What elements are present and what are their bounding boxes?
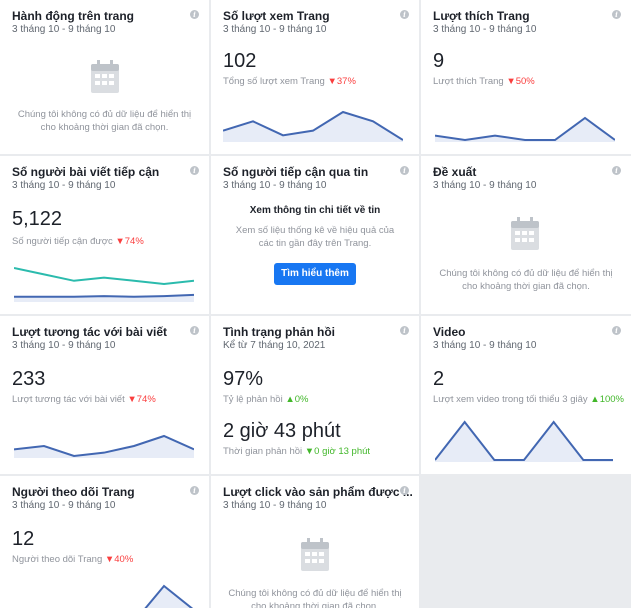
sparkline-area [435,422,613,462]
change-up: ▲100% [590,394,624,405]
sparkline-line [14,293,194,298]
engagement-chart [14,434,194,458]
sparkline-area [145,586,192,608]
card-title: Số lượt xem Trang [223,9,330,23]
metric-label: Lượt tương tác với bài viết ▼74% [12,394,156,405]
card-title: Hành động trên trang [12,9,134,23]
change-down: ▼74% [127,394,156,405]
metric-value: 233 [12,368,46,390]
story-heading: Xem thông tin chi tiết về tin [249,205,381,216]
card-date: 3 tháng 10 - 9 tháng 10 [223,24,327,35]
metric-value: 9 [433,50,445,72]
info-icon[interactable]: i [400,326,409,335]
change-down: ▼37% [327,76,356,87]
card-response-status[interactable]: Tình trạng phản hồi Kể từ 7 tháng 10, 20… [211,316,419,474]
card-title: Số người tiếp cận qua tin [223,165,369,179]
no-data-message: Chúng tôi không có đủ dữ liệu để hiển th… [439,268,613,292]
response-rate-label: Tỷ lệ phản hồi ▲0% [223,394,309,405]
reach-chart [14,267,194,302]
info-icon[interactable]: i [400,10,409,19]
card-date: 3 tháng 10 - 9 tháng 10 [433,180,537,191]
sparkline-line [14,267,194,286]
card-post-reach[interactable]: Số người bài viết tiếp cận 3 tháng 10 - … [0,156,209,314]
calendar-icon [301,538,329,571]
followers-chart [144,584,194,608]
card-date: 3 tháng 10 - 9 tháng 10 [223,500,327,511]
card-page-views[interactable]: Số lượt xem Trang 3 tháng 10 - 9 tháng 1… [211,0,419,154]
sparkline-area [223,112,403,142]
card-date: 3 tháng 10 - 9 tháng 10 [12,500,116,511]
card-date: 3 tháng 10 - 9 tháng 10 [12,180,116,191]
card-title: Người theo dõi Trang [12,485,135,499]
sparkline-line [144,584,194,608]
card-title: Lượt tương tác với bài viết [12,325,167,339]
card-date: 3 tháng 10 - 9 tháng 10 [12,340,116,351]
card-date: Kể từ 7 tháng 10, 2021 [223,340,326,351]
info-icon[interactable]: i [190,166,199,175]
metric-value: 5,122 [12,208,63,230]
sparkline-line [14,434,194,458]
card-page-likes[interactable]: Lượt thích Trang 3 tháng 10 - 9 tháng 10… [421,0,631,154]
card-title: Số người bài viết tiếp cận [12,165,160,179]
metric-value: 2 [433,368,445,390]
metric-label: Lượt xem video trong tối thiểu 3 giây ▲1… [433,394,624,405]
sparkline-line [435,420,613,461]
response-time-label: Thời gian phản hồi ▼0 giờ 13 phút [223,446,371,457]
info-icon[interactable]: i [400,166,409,175]
no-data-message: Chúng tôi không có đủ dữ liệu để hiển th… [228,588,402,608]
views-chart [223,110,403,142]
change-down: ▼50% [506,76,535,87]
card-product-clicks[interactable]: Lượt click vào sản phẩm được ... 3 tháng… [211,476,419,608]
sparkline-area [435,118,615,142]
video-chart [435,420,613,462]
response-time-value: 2 giờ 43 phút [223,420,341,442]
info-icon[interactable]: i [190,326,199,335]
metric-label: Lượt thích Trang ▼50% [433,76,535,87]
info-icon[interactable]: i [190,486,199,495]
likes-chart [435,116,615,142]
calendar-icon [91,60,119,93]
response-rate-value: 97% [223,368,264,390]
metric-value: 102 [223,50,257,72]
card-post-engagement[interactable]: Lượt tương tác với bài viết 3 tháng 10 -… [0,316,209,474]
card-title: Lượt thích Trang [433,9,530,23]
card-date: 3 tháng 10 - 9 tháng 10 [433,340,537,351]
card-title: Tình trạng phản hồi [223,325,335,339]
card-recommendations[interactable]: Đề xuất 3 tháng 10 - 9 tháng 10 i Chúng … [421,156,631,314]
calendar-icon [511,217,539,250]
info-icon[interactable]: i [400,486,409,495]
change-up: ▲0% [285,394,309,405]
card-date: 3 tháng 10 - 9 tháng 10 [433,24,537,35]
metric-label: Số người tiếp cận được ▼74% [12,236,144,247]
story-description: Xem số liệu thống kê về hiệu quả của các… [235,225,395,249]
metric-label: Tổng số lượt xem Trang ▼37% [223,76,356,87]
card-video[interactable]: Video 3 tháng 10 - 9 tháng 10 i 2 Lượt x… [421,316,631,474]
sparkline-line [435,116,615,142]
metric-label: Người theo dõi Trang ▼40% [12,554,134,565]
card-page-followers[interactable]: Người theo dõi Trang 3 tháng 10 - 9 thán… [0,476,209,608]
info-icon[interactable]: i [612,326,621,335]
info-icon[interactable]: i [190,10,199,19]
card-date: 3 tháng 10 - 9 tháng 10 [223,180,327,191]
change-up: ▼0 giờ 13 phút [304,446,371,457]
card-date: 3 tháng 10 - 9 tháng 10 [12,24,116,35]
empty-slot [421,476,631,608]
card-page-actions[interactable]: Hành động trên trang 3 tháng 10 - 9 thán… [0,0,209,154]
card-title: Lượt click vào sản phẩm được ... [223,485,413,499]
card-title: Video [433,325,466,339]
change-down: ▼74% [115,236,144,247]
sparkline-line [223,110,403,141]
card-story-reach[interactable]: Số người tiếp cận qua tin 3 tháng 10 - 9… [211,156,419,314]
learn-more-button[interactable]: Tìm hiểu thêm [274,263,356,285]
info-icon[interactable]: i [612,166,621,175]
info-icon[interactable]: i [612,10,621,19]
change-down: ▼40% [104,554,134,565]
card-title: Đề xuất [433,165,477,179]
metric-value: 12 [12,528,35,550]
no-data-message: Chúng tôi không có đủ dữ liệu để hiển th… [17,109,192,133]
